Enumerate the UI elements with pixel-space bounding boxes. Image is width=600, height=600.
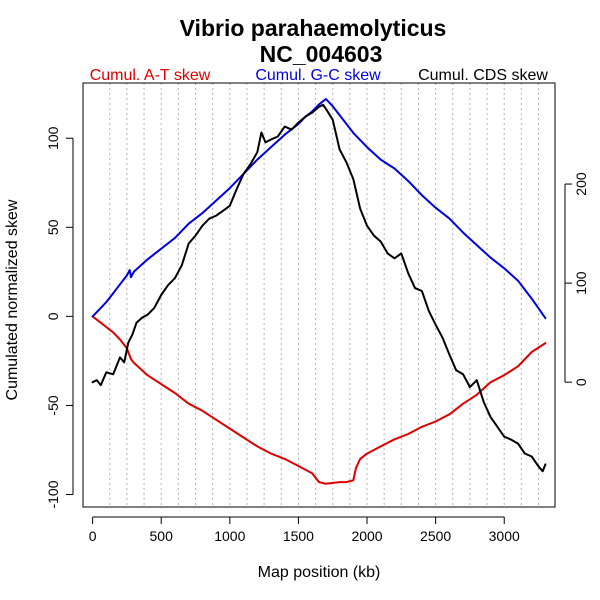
y-right-tick-label: 0 <box>573 378 589 386</box>
y-left-tick-label: 0 <box>45 312 61 320</box>
vertical-gridlines <box>109 83 540 507</box>
legend-cds-skew: Cumul. CDS skew <box>418 67 548 84</box>
x-tick-label: 500 <box>150 528 174 544</box>
x-axis-title: Map position (kb) <box>258 564 381 581</box>
series-cumul-a-t-skew <box>91 315 547 485</box>
x-axis: 0 500 1000 1500 2000 2500 3000 <box>89 516 520 544</box>
x-tick-label: 2500 <box>420 528 451 544</box>
series-cumul-g-c-skew <box>91 98 547 320</box>
x-tick-label: 2000 <box>351 528 382 544</box>
series-cumul-cds-skew <box>91 103 547 473</box>
legend-at-skew: Cumul. A-T skew <box>90 67 211 84</box>
chart-subtitle: NC_004603 <box>260 41 383 67</box>
plot-frame <box>82 82 556 508</box>
y-left-tick-label: -100 <box>45 480 61 508</box>
x-tick-label: 3000 <box>489 528 520 544</box>
y-axis-left: -100 -50 0 50 100 <box>45 126 74 509</box>
x-tick-label: 1000 <box>214 528 245 544</box>
x-tick-label: 1500 <box>283 528 314 544</box>
series-layer <box>91 98 547 485</box>
y-left-tick-label: 100 <box>45 126 61 150</box>
y-right-tick-label: 100 <box>573 271 589 295</box>
x-tick-label: 0 <box>89 528 97 544</box>
chart-title: Vibrio parahaemolyticus <box>180 15 447 41</box>
y-axis-right: 0 100 200 <box>564 172 589 386</box>
y-left-tick-label: -50 <box>45 395 61 415</box>
y-axis-left-title: Cumulated normalized skew <box>4 199 21 400</box>
y-right-tick-label: 200 <box>573 172 589 196</box>
y-left-tick-label: 50 <box>45 219 61 235</box>
legend-gc-skew: Cumul. G-C skew <box>255 67 381 84</box>
